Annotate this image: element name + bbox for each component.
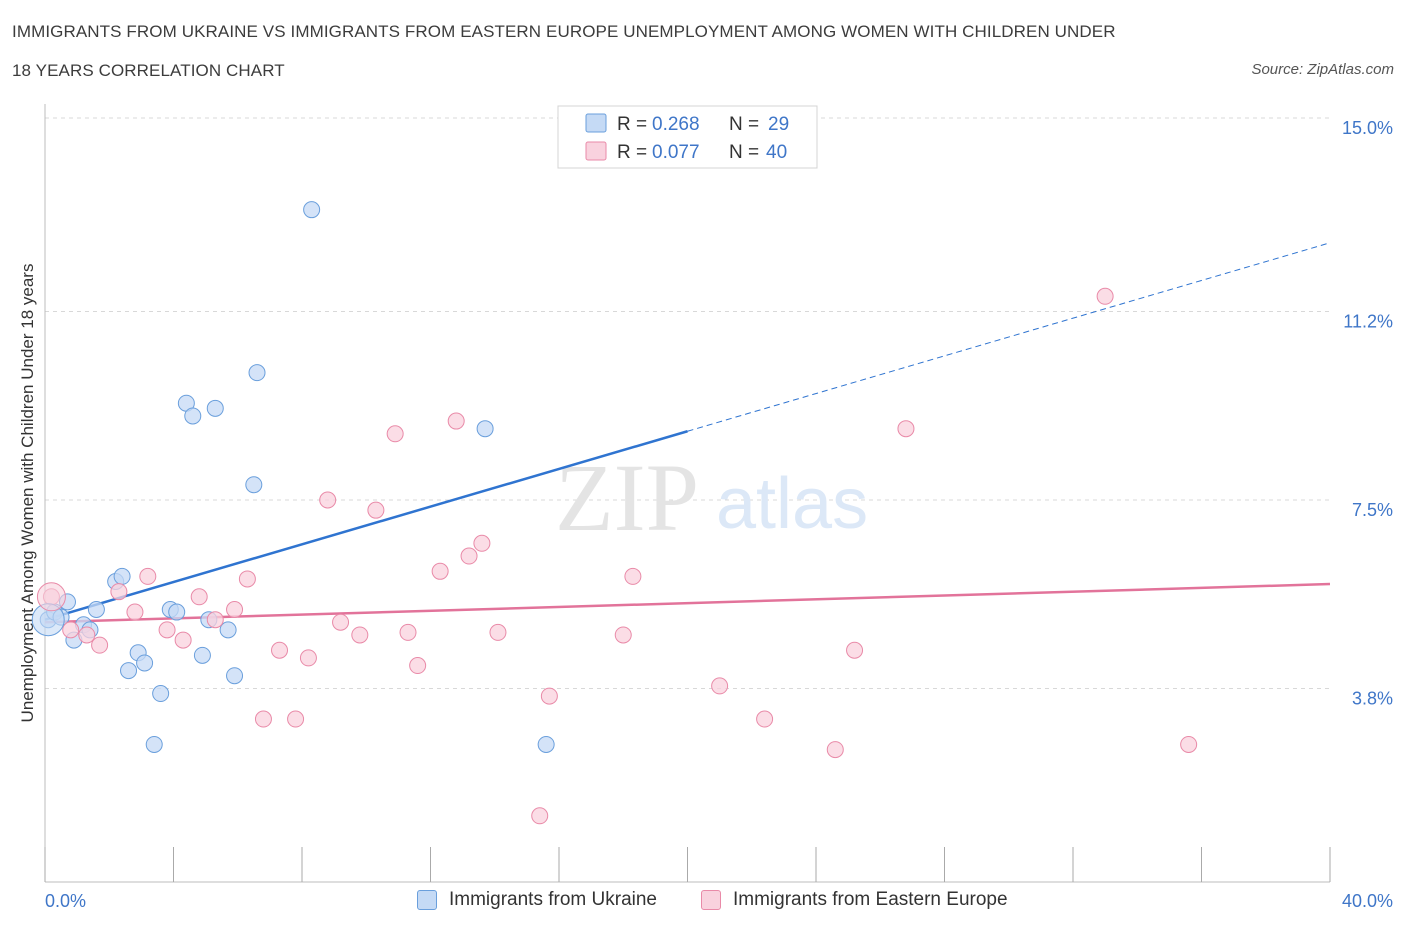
data-point-ukraine [113, 567, 131, 585]
data-point-eastern-europe [1180, 735, 1198, 753]
y-tick-label: 3.8% [1352, 688, 1393, 708]
data-point-eastern-europe [206, 611, 224, 629]
data-point-eastern-europe [319, 491, 337, 509]
legend-label-eastern-europe: Immigrants from Eastern Europe [733, 889, 1008, 910]
data-point-eastern-europe [897, 420, 915, 438]
source-label: Source: ZipAtlas.com [1251, 61, 1394, 78]
x-tick-label: 0.0% [45, 891, 86, 911]
data-point-eastern-europe [473, 534, 491, 552]
data-point-eastern-europe [826, 741, 844, 759]
data-point-eastern-europe [110, 583, 128, 601]
trend-extension-ukraine [687, 242, 1331, 432]
data-point-ukraine [226, 667, 244, 685]
data-point-ukraine [136, 654, 154, 672]
data-point-eastern-europe [614, 626, 632, 644]
x-tick-label: 40.0% [1342, 891, 1393, 911]
data-point-eastern-europe [711, 677, 729, 695]
legend-swatch-ukraine [585, 113, 607, 133]
legend-r-label-2: R = [617, 142, 647, 163]
data-point-eastern-europe [78, 626, 96, 644]
data-point-eastern-europe [540, 687, 558, 705]
y-tick-label: 15.0% [1342, 118, 1393, 138]
data-points [31, 201, 1198, 825]
data-point-ukraine [87, 601, 105, 619]
y-tick-label: 11.2% [1343, 312, 1393, 332]
data-point-ukraine [476, 420, 494, 438]
trend-line-ukraine [44, 430, 688, 621]
data-point-ukraine [168, 603, 186, 621]
data-point-eastern-europe [190, 588, 208, 606]
data-point-ukraine [145, 735, 163, 753]
data-point-eastern-europe [367, 501, 385, 519]
legend-n-label-1: N = [729, 114, 759, 135]
data-point-eastern-europe [174, 631, 192, 649]
data-point-ukraine [152, 685, 170, 703]
data-point-eastern-europe [91, 636, 109, 654]
data-point-eastern-europe [299, 649, 317, 667]
data-point-eastern-europe [409, 657, 427, 675]
data-point-ukraine [120, 662, 138, 680]
y-tick-label: 7.5% [1352, 500, 1393, 520]
data-point-eastern-europe [238, 570, 256, 588]
data-point-eastern-europe [399, 623, 417, 641]
data-point-eastern-europe [332, 613, 350, 631]
data-point-eastern-europe [351, 626, 369, 644]
data-point-eastern-europe [226, 601, 244, 619]
legend-swatch-pink [701, 890, 721, 910]
trend-line-eastern-europe [44, 582, 1331, 624]
data-point-eastern-europe [756, 710, 774, 728]
data-point-eastern-europe [271, 641, 289, 659]
chart-title-line-2: 18 YEARS CORRELATION CHART [12, 61, 285, 80]
data-point-ukraine [184, 407, 202, 425]
data-point-eastern-europe-cluster [36, 582, 66, 612]
data-point-eastern-europe [139, 567, 157, 585]
legend-swatch-eastern-europe [585, 141, 607, 161]
data-point-eastern-europe [126, 603, 144, 621]
data-point-eastern-europe [287, 710, 305, 728]
data-point-eastern-europe [431, 562, 449, 580]
legend-swatch-blue [417, 890, 437, 910]
data-point-ukraine [219, 621, 237, 639]
data-point-ukraine [206, 399, 224, 417]
data-point-eastern-europe [489, 623, 507, 641]
legend-box: R = 0.268 N = 29 R = 0.077 N = 40 [557, 105, 818, 169]
legend-n-label-2: N = [729, 142, 759, 163]
legend-item-eastern-europe[interactable]: Immigrants from Eastern Europe [701, 889, 1008, 911]
data-point-ukraine [248, 364, 266, 382]
watermark-zip: ZIP [555, 444, 699, 551]
data-point-eastern-europe [158, 621, 176, 639]
legend-n-value-2: 40 [766, 142, 787, 163]
data-point-eastern-europe [531, 807, 549, 825]
data-point-ukraine [303, 201, 321, 219]
data-point-eastern-europe [1096, 287, 1114, 305]
data-point-eastern-europe [62, 621, 80, 639]
data-point-eastern-europe [846, 641, 864, 659]
legend-item-ukraine[interactable]: Immigrants from Ukraine [417, 889, 657, 911]
watermark: ZIP atlas [555, 444, 868, 551]
data-point-eastern-europe [447, 412, 465, 430]
legend-r-value-2: 0.077 [652, 142, 700, 163]
trend-lines [44, 242, 1331, 624]
data-point-eastern-europe [386, 425, 404, 443]
data-point-ukraine [193, 646, 211, 664]
chart-title-line-1: IMMIGRANTS FROM UKRAINE VS IMMIGRANTS FR… [12, 22, 1116, 41]
data-point-ukraine [245, 476, 263, 494]
data-point-eastern-europe [460, 547, 478, 565]
data-point-eastern-europe [624, 567, 642, 585]
data-point-eastern-europe [254, 710, 272, 728]
legend-r-label-1: R = [617, 114, 647, 135]
legend-n-value-1: 29 [768, 114, 789, 135]
tick-labels: 3.8% 7.5% 11.2% 15.0% 0.0% 40.0% [45, 118, 1393, 911]
legend-label-ukraine: Immigrants from Ukraine [449, 889, 657, 910]
axes [44, 104, 1331, 883]
data-point-ukraine [537, 735, 555, 753]
legend-r-value-1: 0.268 [652, 114, 700, 135]
watermark-atlas: atlas [716, 464, 868, 544]
